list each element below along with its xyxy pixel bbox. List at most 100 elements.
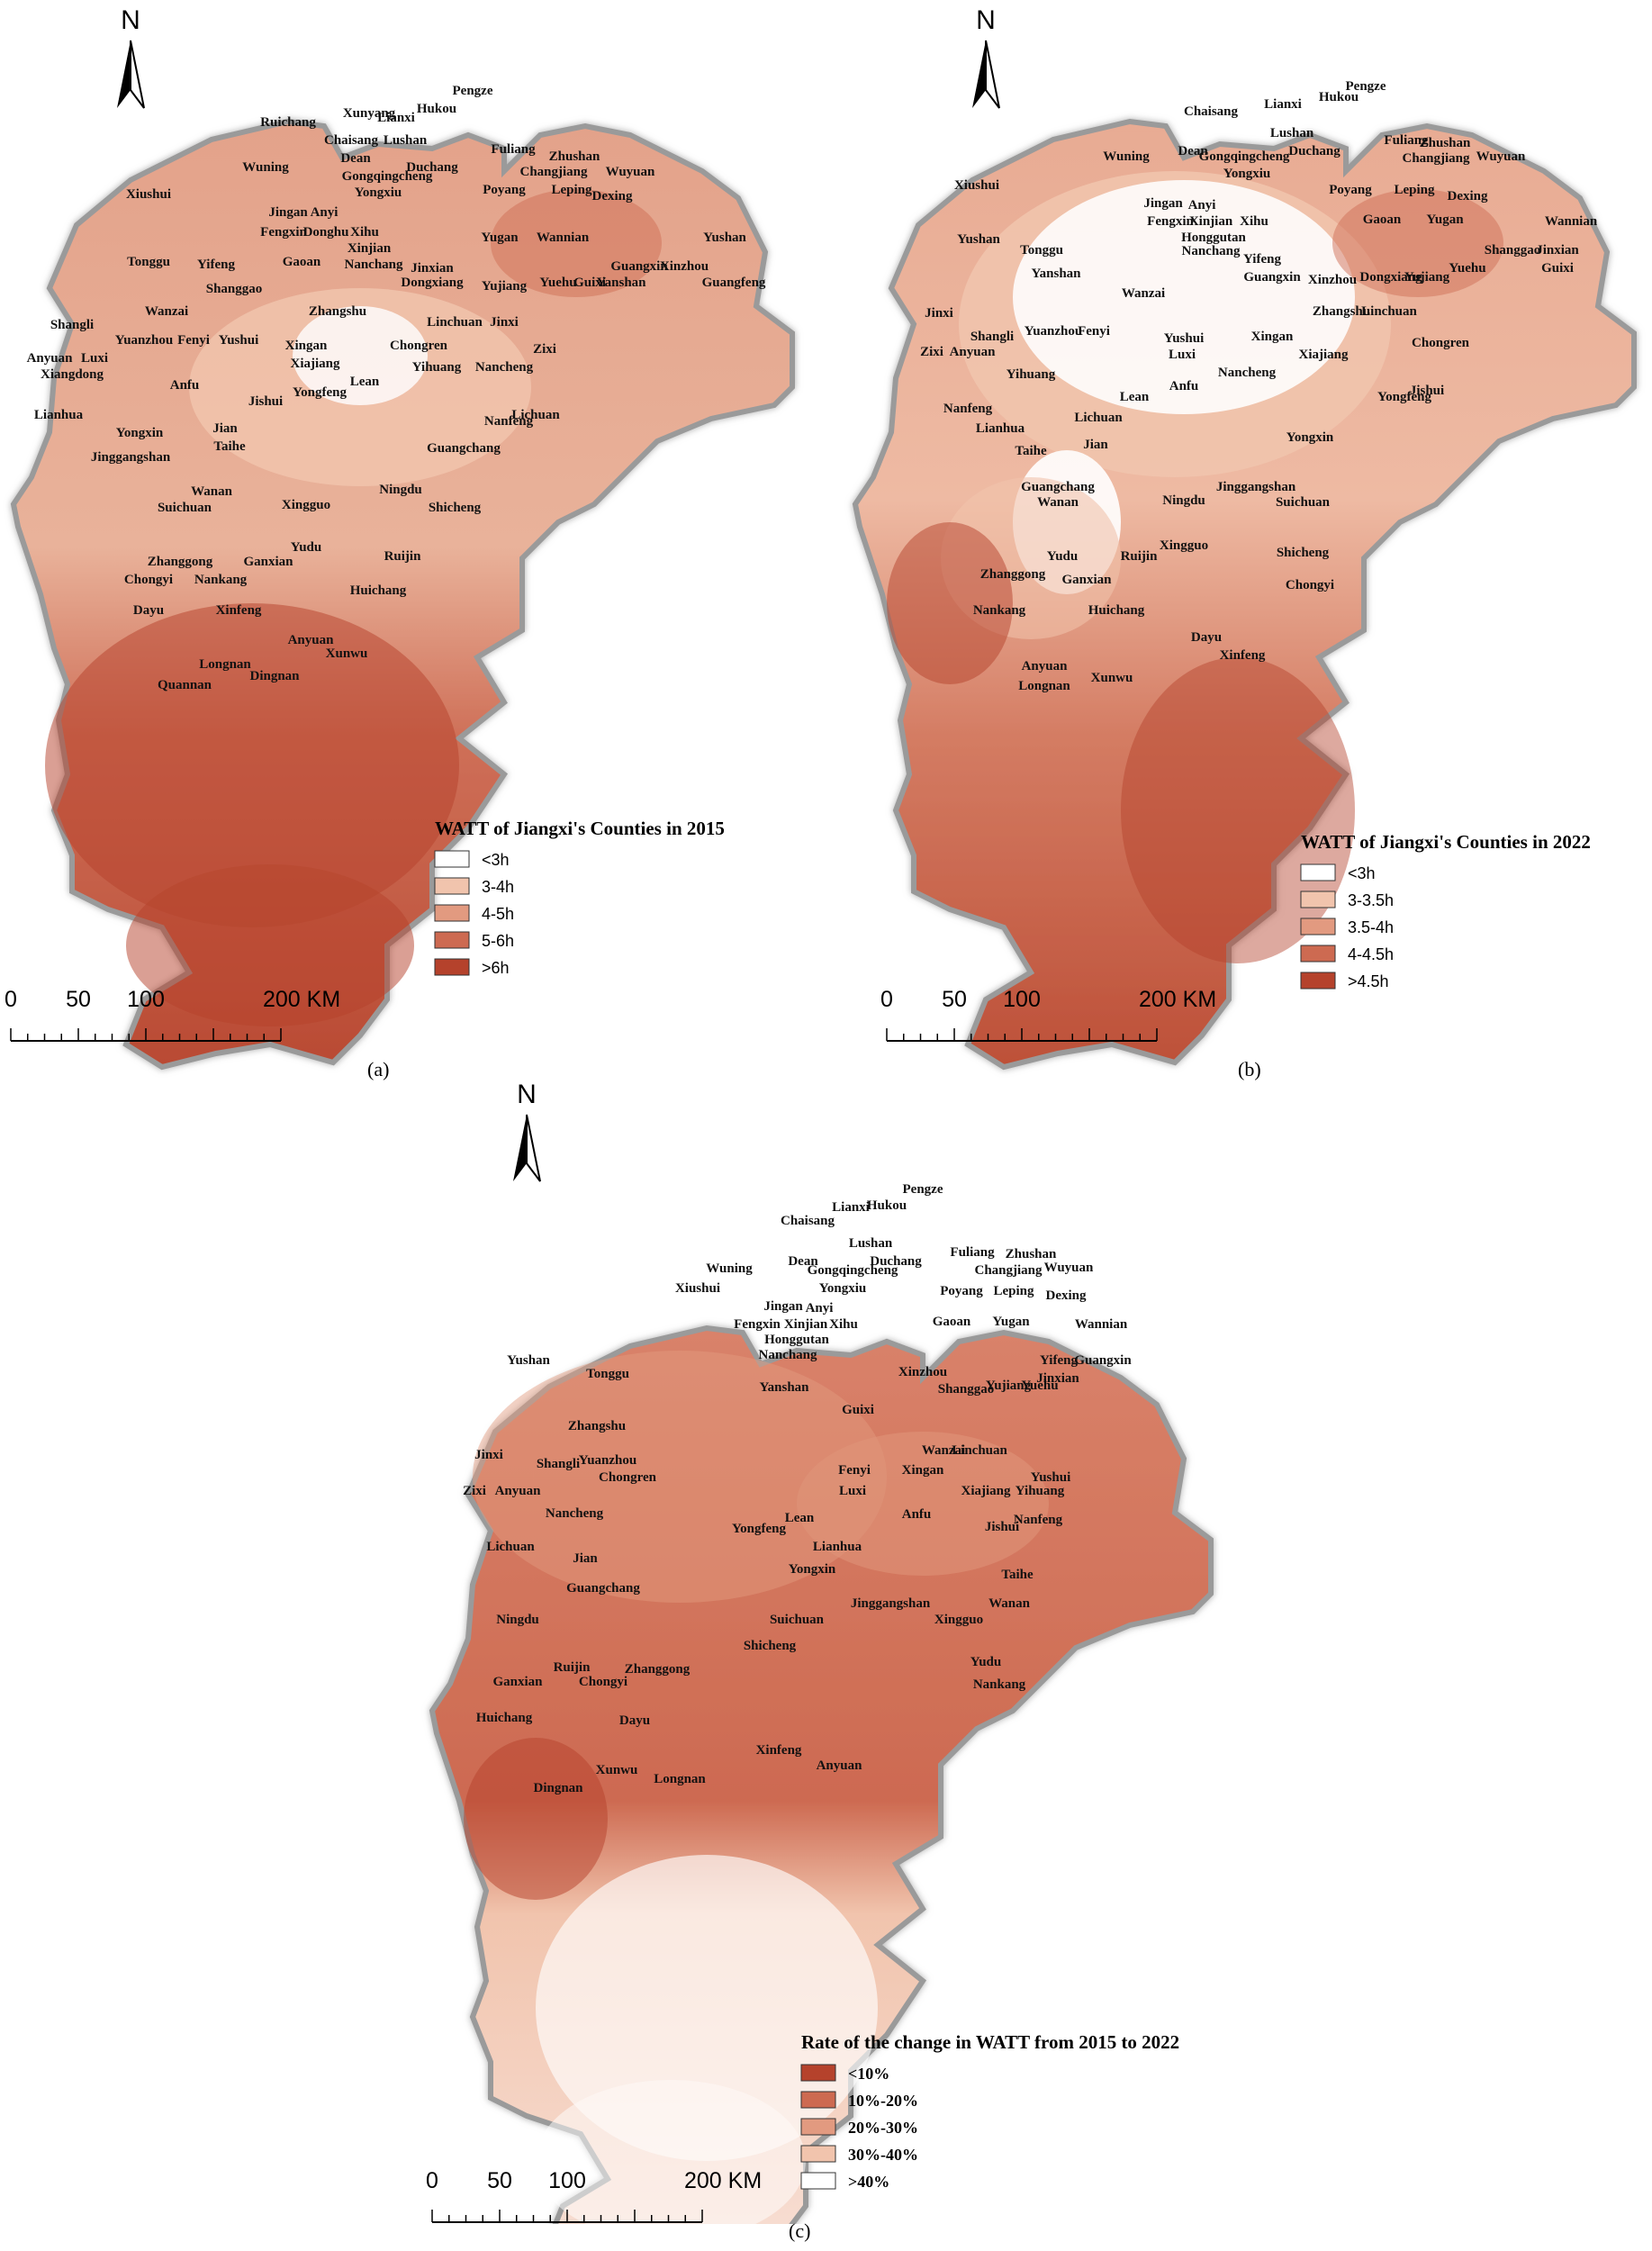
place-label: Wanzai — [1122, 286, 1165, 301]
place-label: Anyuan — [288, 633, 335, 647]
place-label: Lichuan — [486, 1540, 535, 1554]
place-label: Yudu — [1047, 549, 1078, 564]
place-label: Xinzhou — [1308, 273, 1357, 287]
place-label: Shanggao — [1485, 243, 1541, 258]
place-label: Yifeng — [197, 258, 235, 272]
place-label: Nanchang — [1181, 244, 1241, 258]
place-label: Lushan — [384, 133, 428, 148]
place-label: Zhangshu — [309, 304, 366, 319]
place-label: Jian — [573, 1551, 598, 1566]
place-label: Poyang — [483, 183, 526, 197]
place-label: Jinxian — [1536, 243, 1579, 258]
place-label: Jinggangshan — [1216, 480, 1296, 494]
place-label: Xinjian — [784, 1317, 828, 1332]
legend-label: >6h — [482, 959, 510, 977]
north-label: N — [121, 5, 140, 35]
place-label: Chongyi — [579, 1675, 627, 1689]
place-label: Yujiang — [986, 1379, 1032, 1393]
place-label: Ganxian — [243, 555, 293, 569]
place-label: Xiushui — [126, 187, 171, 202]
place-label: Ruijin — [1121, 549, 1159, 564]
place-label: Jingan — [763, 1299, 803, 1314]
place-label: Wanan — [988, 1596, 1031, 1611]
place-label: Jishui — [248, 394, 283, 409]
place-label: Xingguo — [1160, 538, 1208, 553]
place-label: Taihe — [1001, 1568, 1034, 1582]
place-label: Huichang — [1088, 603, 1145, 618]
place-label: Lianhua — [34, 408, 84, 422]
legend-swatch — [800, 2091, 836, 2109]
place-label: Shicheng — [429, 501, 482, 515]
place-label: Fengxin — [260, 225, 307, 240]
place-label: Anyi — [1188, 198, 1216, 212]
legend-label: 3-3.5h — [1348, 891, 1394, 909]
place-label: Lushan — [849, 1236, 893, 1251]
place-label: Xinzhou — [898, 1365, 947, 1379]
place-label: Nankang — [194, 573, 248, 587]
place-label: Honggutan — [1181, 231, 1246, 245]
place-label: Gongqingcheng — [808, 1263, 898, 1278]
place-label: Yudu — [291, 540, 321, 555]
place-label: Wuyuan — [606, 165, 655, 179]
north-arrow: N — [972, 5, 1000, 109]
place-label: Luxi — [1169, 348, 1196, 362]
place-label: Guangchang — [566, 1581, 640, 1596]
place-label: Ruijin — [554, 1660, 591, 1675]
place-label: Yugan — [481, 231, 519, 245]
place-label: Chongyi — [124, 573, 173, 587]
place-label: Wannian — [537, 231, 590, 245]
scale-label: 50 — [487, 2168, 512, 2193]
place-label: Xinfeng — [756, 1743, 802, 1758]
place-label: Wanan — [191, 484, 233, 499]
place-label: Guangxin — [1074, 1353, 1132, 1368]
place-label: Quannan — [158, 678, 212, 692]
scale-label: 0 — [880, 987, 893, 1012]
place-label: Wanzai — [145, 304, 188, 319]
place-label: Yongxiu — [819, 1281, 867, 1296]
place-label: Lean — [350, 375, 380, 389]
place-label: Dean — [340, 151, 371, 166]
place-label: Nanchang — [344, 258, 403, 272]
legend-swatch — [800, 2064, 836, 2082]
legend-label: 30%-40% — [848, 2146, 918, 2164]
place-label: Dingnan — [533, 1781, 583, 1795]
place-label: Guixi — [573, 276, 606, 290]
place-label: Jishui — [985, 1520, 1019, 1534]
place-label: Jinxian — [411, 261, 454, 276]
place-label: Guangchang — [427, 441, 501, 456]
scale-label: 100 — [127, 987, 165, 1012]
legend-label: >40% — [848, 2173, 889, 2191]
place-label: Wuning — [706, 1261, 753, 1276]
legend-swatch — [1300, 945, 1336, 963]
place-label: Yihuang — [1007, 367, 1056, 382]
place-label: Yongxin — [789, 1562, 836, 1577]
legend-label: 5-6h — [482, 932, 514, 950]
place-label: Shicheng — [744, 1639, 797, 1653]
legend-label: 20%-30% — [848, 2119, 918, 2137]
place-label: Nancheng — [475, 360, 534, 375]
legend-label: >4.5h — [1348, 972, 1389, 990]
place-labels: Pengze Lianxi Hukou Chaisang Lushan Dean Ducha… — [920, 79, 1598, 693]
place-label: Jishui — [1410, 384, 1444, 398]
map-panel-2022: N Pengze Lianxi Hukou Chaisang Lushan Dean Duc… — [842, 5, 1652, 1080]
place-label: Gongqingcheng — [342, 169, 433, 184]
place-label: Ningdu — [379, 483, 422, 497]
place-label: Chongren — [599, 1470, 657, 1485]
place-label: Nanfeng — [484, 414, 534, 429]
place-label: Chongyi — [1286, 578, 1334, 592]
place-label: Xiushui — [675, 1281, 720, 1296]
place-label: Nancheng — [546, 1506, 604, 1521]
place-label: Anyuan — [1022, 659, 1069, 673]
scale-label: 0 — [426, 2168, 438, 2193]
place-label: Yuanzhou — [579, 1453, 636, 1468]
legend-label: <3h — [1348, 864, 1376, 882]
place-label: Zixi — [533, 342, 556, 357]
place-label: Yuanzhou — [1025, 324, 1082, 339]
legend-label: 3.5-4h — [1348, 918, 1394, 936]
place-label: Yongxiu — [355, 185, 402, 200]
place-label: Lianxi — [832, 1200, 870, 1215]
place-label: Fenyi — [177, 333, 210, 348]
place-label: Dexing — [1448, 189, 1489, 203]
